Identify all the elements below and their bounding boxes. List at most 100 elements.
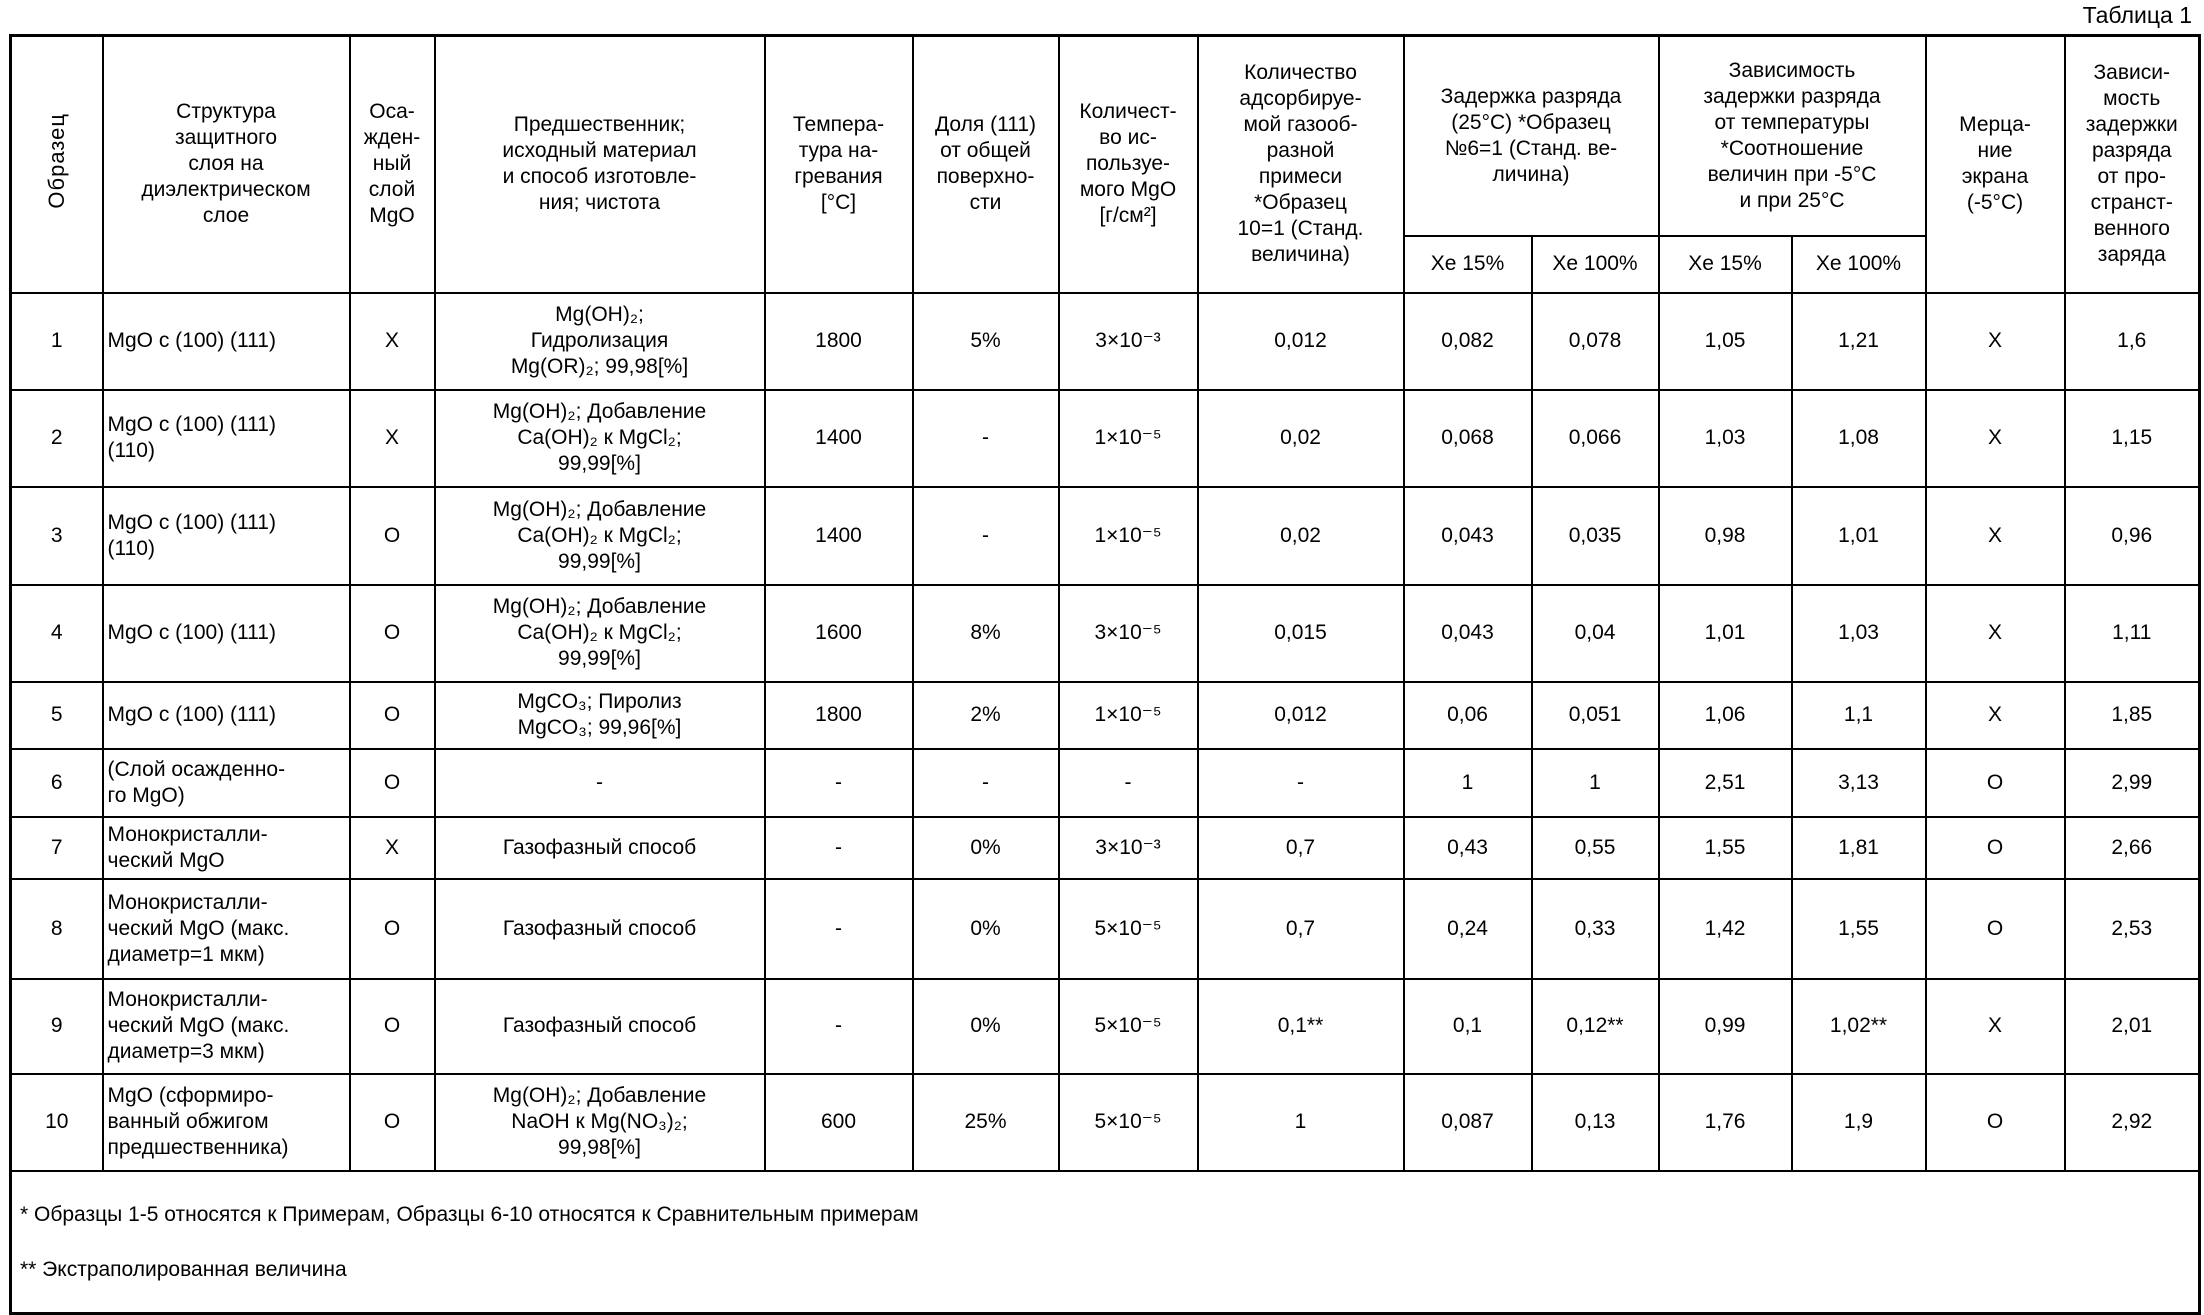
cell-dep-xe15: 1,03 xyxy=(1657,388,1793,488)
cell-dep-xe15: 1,55 xyxy=(1657,815,1793,880)
cell-amount: 1×10⁻⁵ xyxy=(1057,680,1199,750)
cell-sample: 1 xyxy=(9,291,104,391)
cell-dep-xe100: 1,01 xyxy=(1790,485,1927,586)
cell-flicker: O xyxy=(1924,747,2066,818)
cell-dep-xe15: 1,05 xyxy=(1657,291,1793,391)
footnotes-row: * Образцы 1-5 относятся к Примерам, Обра… xyxy=(9,1169,2201,1314)
cell-precursor: MgCO₃; Пиролиз MgCO₃; 99,96[%] xyxy=(433,680,766,750)
cell-fraction: 2% xyxy=(911,680,1060,750)
cell-adsorbed: 0,1** xyxy=(1196,977,1405,1075)
cell-dep-xe100: 1,02** xyxy=(1790,977,1927,1075)
cell-structure: MgO (сформиро- ванный обжигом предшестве… xyxy=(101,1072,351,1172)
cell-delay-xe15: 0,043 xyxy=(1402,583,1533,683)
cell-amount: 3×10⁻⁵ xyxy=(1057,583,1199,683)
cell-dep-xe100: 1,1 xyxy=(1790,680,1927,750)
cell-fraction: 8% xyxy=(911,583,1060,683)
cell-precursor: Mg(OH)₂; Добавление Ca(OH)₂ к MgCl₂; 99,… xyxy=(433,485,766,586)
cell-adsorbed: 0,7 xyxy=(1196,815,1405,880)
cell-delay-xe15: 0,1 xyxy=(1402,977,1533,1075)
cell-deposited: O xyxy=(348,977,436,1075)
cell-structure: (Слой осажденно- го MgO) xyxy=(101,747,351,818)
cell-adsorbed: 0,7 xyxy=(1196,877,1405,980)
cell-precursor: Mg(OH)₂; Добавление Ca(OH)₂ к MgCl₂; 99,… xyxy=(433,583,766,683)
cell-sample: 3 xyxy=(9,485,104,586)
cell-sample: 8 xyxy=(9,877,104,980)
subcol-header-delay-xe15: Xe 15% xyxy=(1402,234,1533,294)
cell-fraction: - xyxy=(911,747,1060,818)
cell-deposited: O xyxy=(348,485,436,586)
cell-delay-xe100: 0,051 xyxy=(1530,680,1660,750)
cell-delay-xe15: 0,087 xyxy=(1402,1072,1533,1172)
col-group-discharge-delay: Задержка разряда (25°C) *Образец №6=1 (С… xyxy=(1402,34,1660,237)
cell-fraction: 5% xyxy=(911,291,1060,391)
cell-delay-xe100: 0,04 xyxy=(1530,583,1660,683)
cell-structure: MgO с (100) (111) xyxy=(101,680,351,750)
col-header-sample: Образец xyxy=(9,34,104,294)
cell-deposited: O xyxy=(348,877,436,980)
cell-delay-xe100: 0,33 xyxy=(1530,877,1660,980)
col-header-screen-flicker: Мерца- ние экрана (-5°C) xyxy=(1924,34,2066,294)
cell-flicker: X xyxy=(1924,291,2066,391)
cell-dep-xe15: 0,99 xyxy=(1657,977,1793,1075)
cell-deposited: O xyxy=(348,747,436,818)
table-row: 3 MgO с (100) (111) (110) O Mg(OH)₂; Добавл… xyxy=(9,485,2201,586)
cell-space-charge: 0,96 xyxy=(2063,485,2201,586)
cell-delay-xe100: 0,12** xyxy=(1530,977,1660,1075)
cell-temperature: 600 xyxy=(763,1072,914,1172)
cell-temperature: 1400 xyxy=(763,388,914,488)
document-page: Таблица 1 Образец Структура защитного сл… xyxy=(9,2,2201,1315)
cell-fraction: - xyxy=(911,388,1060,488)
cell-amount: 3×10⁻³ xyxy=(1057,815,1199,880)
cell-deposited: X xyxy=(348,815,436,880)
cell-dep-xe15: 0,98 xyxy=(1657,485,1793,586)
cell-space-charge: 2,99 xyxy=(2063,747,2201,818)
cell-amount: 3×10⁻³ xyxy=(1057,291,1199,391)
cell-sample: 10 xyxy=(9,1072,104,1172)
cell-dep-xe100: 1,9 xyxy=(1790,1072,1927,1172)
cell-fraction: 0% xyxy=(911,815,1060,880)
cell-adsorbed: 1 xyxy=(1196,1072,1405,1172)
cell-dep-xe100: 1,03 xyxy=(1790,583,1927,683)
cell-deposited: O xyxy=(348,1072,436,1172)
cell-delay-xe15: 0,24 xyxy=(1402,877,1533,980)
col-header-deposited-mgo: Оса- жден- ный слой MgO xyxy=(348,34,436,294)
cell-deposited: O xyxy=(348,680,436,750)
cell-structure: Монокристалли- ческий MgO xyxy=(101,815,351,880)
cell-dep-xe100: 1,21 xyxy=(1790,291,1927,391)
cell-flicker: X xyxy=(1924,680,2066,750)
cell-delay-xe100: 0,078 xyxy=(1530,291,1660,391)
cell-space-charge: 2,66 xyxy=(2063,815,2201,880)
cell-precursor: - xyxy=(433,747,766,818)
table-row: 9 Монокристалли- ческий MgO (макс. диамет… xyxy=(9,977,2201,1075)
cell-flicker: X xyxy=(1924,485,2066,586)
footnotes-cell: * Образцы 1-5 относятся к Примерам, Обра… xyxy=(9,1169,2201,1314)
cell-structure: MgO с (100) (111) xyxy=(101,291,351,391)
cell-amount: 1×10⁻⁵ xyxy=(1057,485,1199,586)
cell-delay-xe15: 0,043 xyxy=(1402,485,1533,586)
cell-dep-xe100: 3,13 xyxy=(1790,747,1927,818)
cell-space-charge: 2,53 xyxy=(2063,877,2201,980)
cell-sample: 2 xyxy=(9,388,104,488)
cell-delay-xe15: 0,43 xyxy=(1402,815,1533,880)
cell-temperature: - xyxy=(763,877,914,980)
table-row: 10 MgO (сформиро- ванный обжигом предшест… xyxy=(9,1072,2201,1172)
cell-structure: MgO с (100) (111) (110) xyxy=(101,388,351,488)
cell-space-charge: 1,15 xyxy=(2063,388,2201,488)
cell-precursor: Mg(OH)₂; Гидролизация Mg(OR)₂; 99,98[%] xyxy=(433,291,766,391)
cell-amount: 5×10⁻⁵ xyxy=(1057,977,1199,1075)
cell-temperature: 1800 xyxy=(763,680,914,750)
footnote-extrapolated: ** Экстраполированная величина xyxy=(20,1257,347,1281)
col-header-sample-label: Образец xyxy=(43,112,69,209)
header-row-main: Образец Структура защитного слоя на диэл… xyxy=(9,34,2201,294)
cell-delay-xe100: 0,066 xyxy=(1530,388,1660,488)
cell-flicker: X xyxy=(1924,388,2066,488)
cell-deposited: X xyxy=(348,388,436,488)
cell-precursor: Mg(OH)₂; Добавление NaOH к Mg(NO₃)₂; 99,… xyxy=(433,1072,766,1172)
cell-fraction: 0% xyxy=(911,977,1060,1075)
cell-space-charge: 2,92 xyxy=(2063,1072,2201,1172)
table-row: 6 (Слой осажденно- го MgO) O - - - - -1 1 2,51 3,1… xyxy=(9,747,2201,818)
cell-amount: 1×10⁻⁵ xyxy=(1057,388,1199,488)
cell-adsorbed: 0,015 xyxy=(1196,583,1405,683)
cell-deposited: O xyxy=(348,583,436,683)
cell-space-charge: 1,85 xyxy=(2063,680,2201,750)
